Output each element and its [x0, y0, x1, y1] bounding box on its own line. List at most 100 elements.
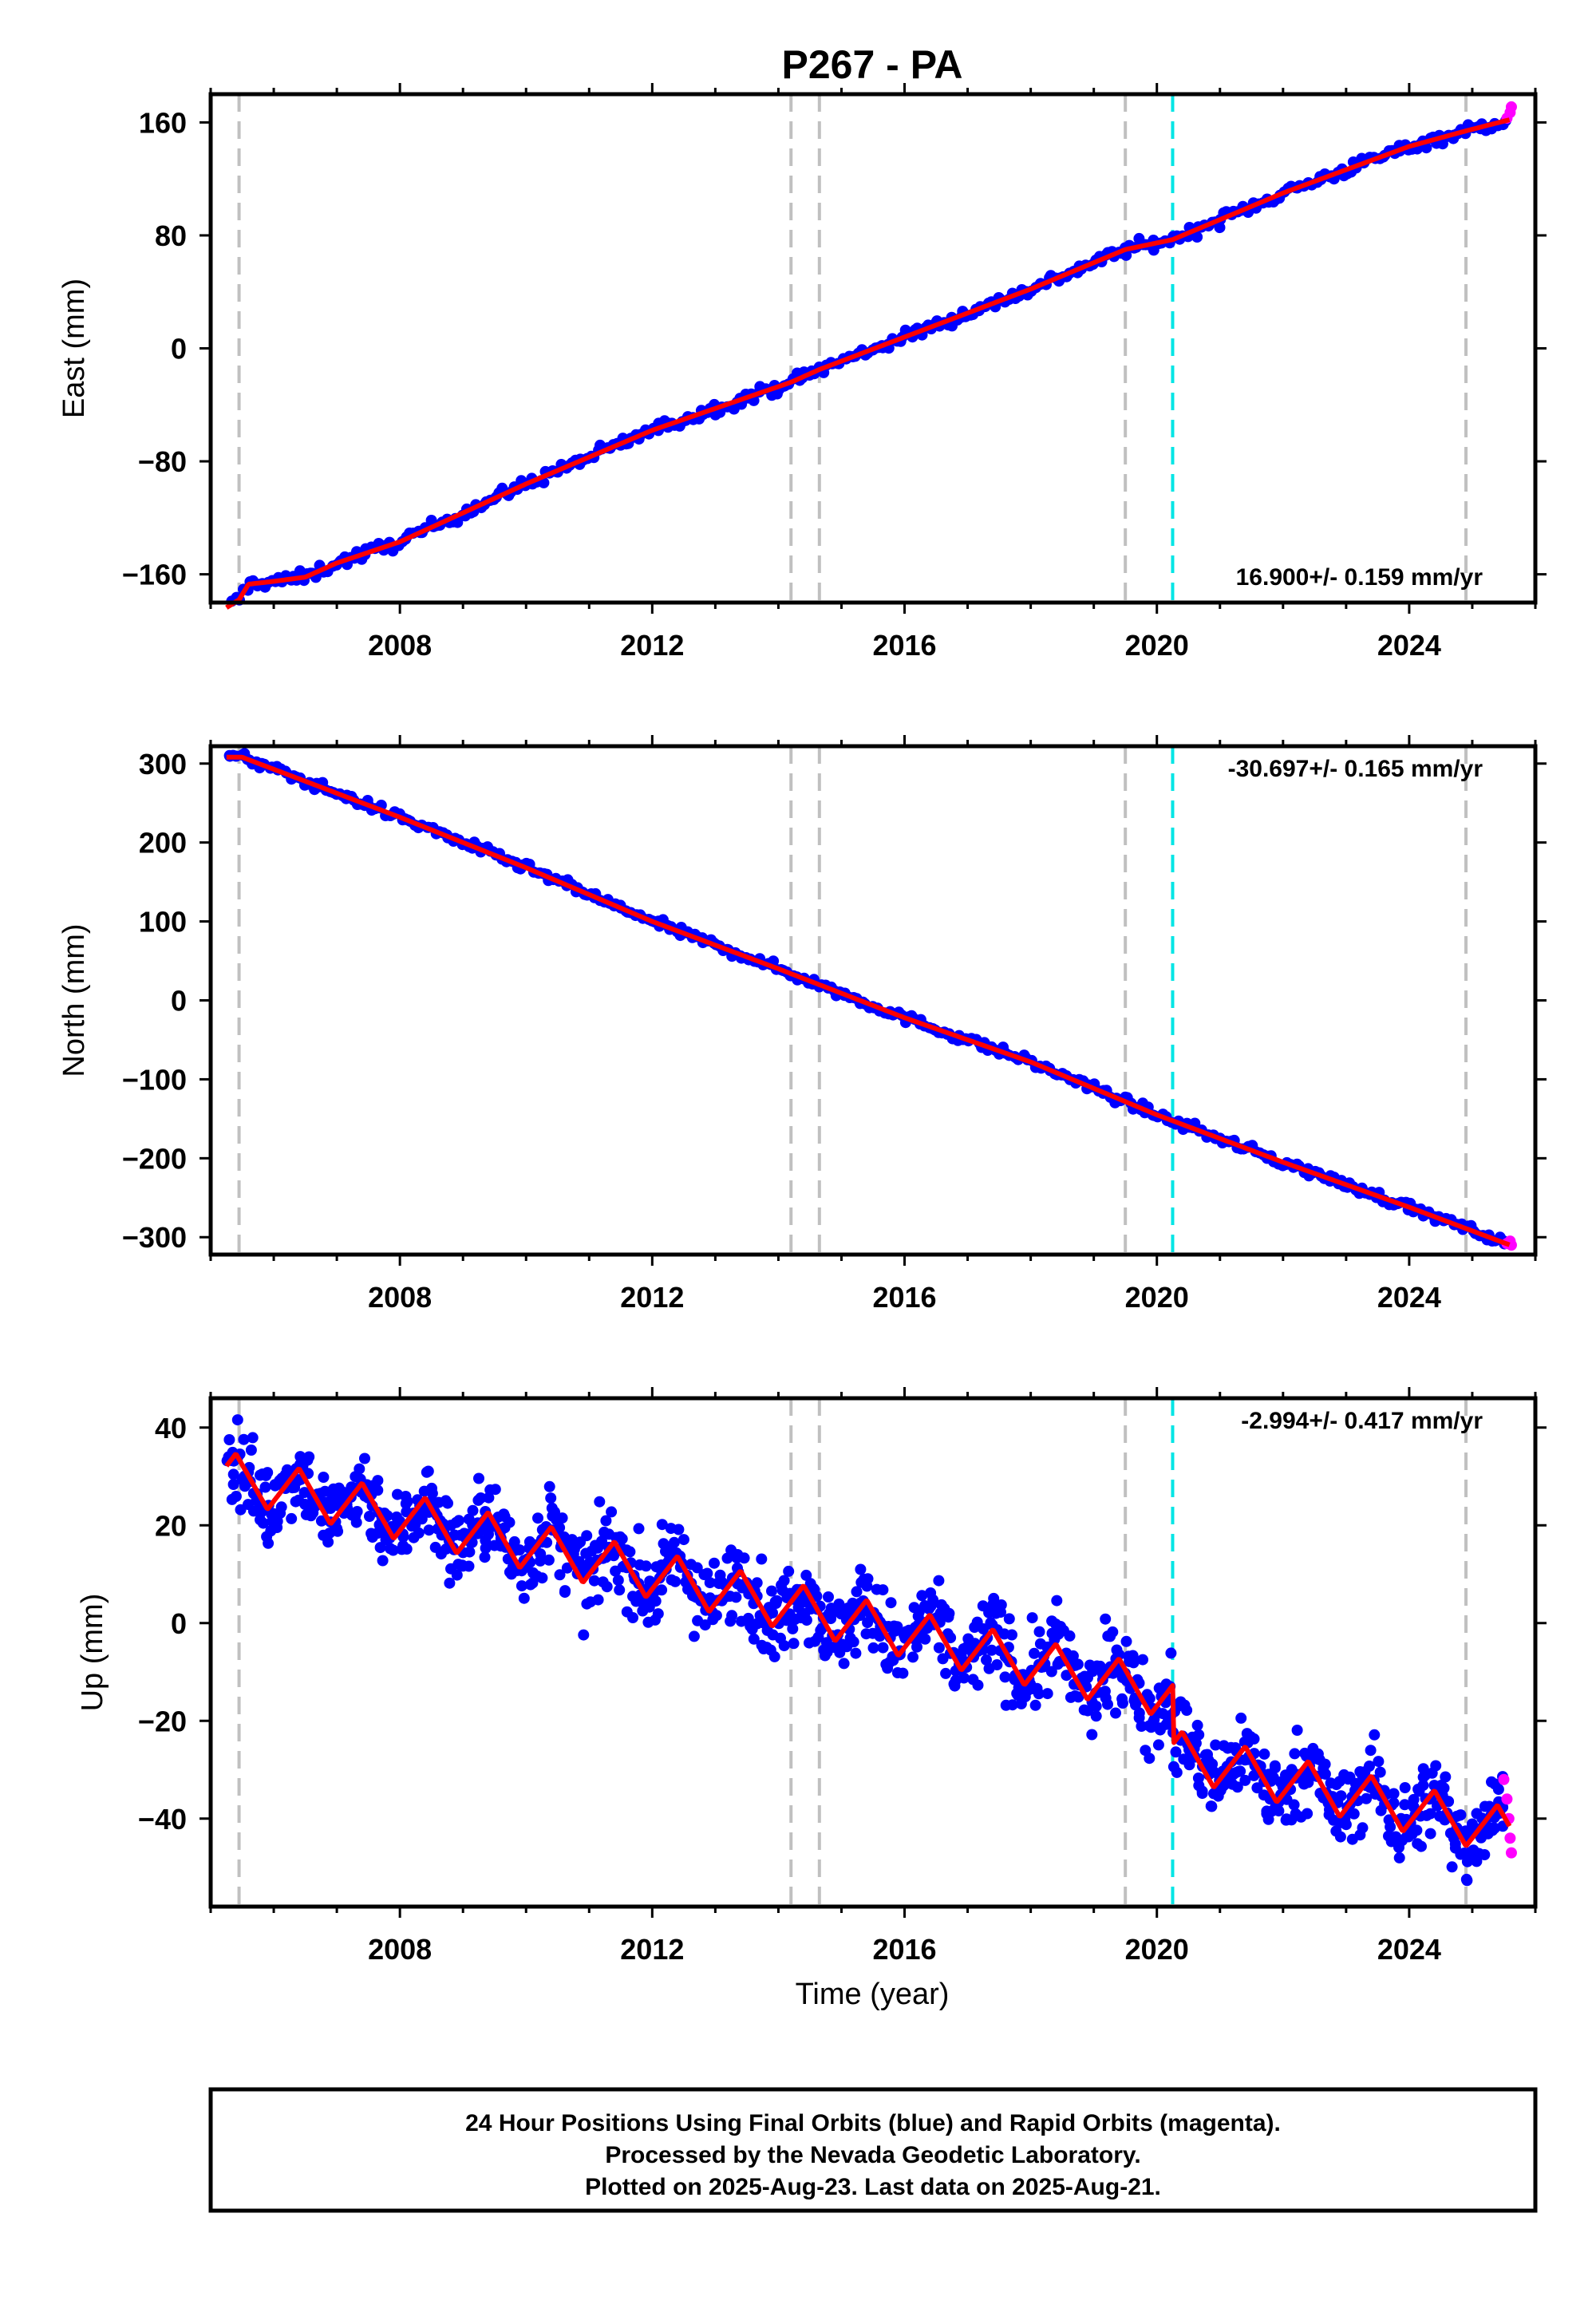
data-point — [1217, 1780, 1229, 1792]
y-tick-label: −100 — [122, 1063, 187, 1096]
data-point — [1113, 1649, 1125, 1661]
data-point — [787, 1622, 799, 1634]
data-point — [1099, 1686, 1111, 1697]
data-point — [999, 1671, 1011, 1683]
data-point — [350, 1516, 362, 1528]
data-point — [578, 1629, 590, 1641]
data-point — [1196, 1785, 1208, 1797]
data-point — [483, 1528, 494, 1540]
data-point — [1399, 1799, 1411, 1811]
x-tick-label: 2024 — [1377, 629, 1441, 662]
data-point — [1373, 1756, 1385, 1768]
data-point — [1072, 1658, 1084, 1670]
data-point — [536, 1572, 548, 1584]
y-tick-label: 300 — [139, 748, 187, 781]
data-point — [1365, 1745, 1377, 1757]
y-tick-label: −20 — [138, 1705, 187, 1737]
data-point — [1019, 1691, 1031, 1703]
data-point — [1424, 1808, 1436, 1820]
data-point — [751, 1577, 763, 1589]
data-point — [656, 1519, 668, 1531]
x-tick-label: 2012 — [620, 1281, 684, 1314]
y-tick-label: −160 — [122, 559, 187, 591]
data-point — [354, 1463, 365, 1475]
data-point — [766, 1585, 777, 1597]
data-point — [1416, 1840, 1427, 1852]
y-axis-label-north: North (mm) — [57, 923, 91, 1077]
data-point — [710, 1610, 722, 1622]
data-point — [231, 1414, 243, 1426]
data-point — [1086, 1729, 1098, 1741]
x-tick-label: 2024 — [1377, 1933, 1441, 1966]
data-point — [1100, 1613, 1112, 1625]
data-point — [322, 1536, 334, 1548]
x-tick-label: 2008 — [368, 1933, 432, 1966]
x-tick-label: 2008 — [368, 629, 432, 662]
data-point — [1026, 1612, 1038, 1624]
data-point — [596, 1535, 607, 1547]
data-point — [1448, 1832, 1460, 1844]
data-point — [601, 1581, 613, 1593]
data-point — [726, 1610, 738, 1622]
data-point — [877, 1642, 889, 1654]
data-point — [1210, 1739, 1222, 1751]
data-point — [943, 1607, 955, 1619]
data-point — [401, 1543, 413, 1555]
rapid-point — [1505, 101, 1517, 113]
footer-box: 24 Hour Positions Using Final Orbits (bl… — [208, 2087, 1538, 2213]
data-point — [1440, 1771, 1452, 1783]
data-point — [768, 1650, 780, 1662]
x-tick-label: 2016 — [872, 629, 936, 662]
data-point — [463, 1560, 475, 1572]
data-point — [911, 1641, 922, 1653]
data-point — [851, 1586, 863, 1598]
data-point — [862, 1573, 874, 1585]
data-point — [606, 1506, 618, 1518]
data-point — [518, 1592, 530, 1604]
data-point — [1193, 1729, 1205, 1741]
data-point — [1411, 1824, 1423, 1836]
data-point — [1090, 1701, 1102, 1712]
footer-line-3: Plotted on 2025-Aug-23. Last data on 202… — [585, 2174, 1161, 2200]
data-point — [545, 1492, 557, 1504]
data-point — [1191, 231, 1203, 243]
data-point — [230, 1491, 242, 1502]
data-point — [978, 1623, 990, 1634]
x-tick-label: 2016 — [872, 1281, 936, 1314]
data-point — [644, 1575, 656, 1587]
data-point — [874, 1630, 886, 1642]
data-point — [504, 1516, 516, 1528]
data-point — [351, 1506, 363, 1517]
data-point — [227, 1468, 239, 1480]
data-point — [514, 1544, 526, 1556]
data-point — [554, 1569, 566, 1581]
data-point — [588, 1575, 600, 1587]
data-point — [981, 1654, 992, 1666]
data-point — [255, 1506, 267, 1518]
data-point — [933, 1642, 945, 1654]
data-point — [670, 1575, 681, 1587]
data-point — [1454, 1809, 1466, 1821]
data-point — [1064, 1630, 1076, 1642]
data-point — [1417, 1780, 1429, 1792]
data-point — [535, 1548, 547, 1560]
data-point — [769, 1596, 781, 1608]
data-point — [315, 1515, 327, 1527]
data-point — [1120, 1635, 1132, 1647]
data-point — [995, 1607, 1006, 1618]
rapid-point — [1504, 1832, 1516, 1844]
data-point — [1479, 1849, 1491, 1860]
data-point — [800, 1569, 812, 1581]
data-point — [223, 1434, 235, 1445]
data-point — [387, 1544, 399, 1556]
data-point — [612, 1575, 624, 1587]
data-point — [627, 1612, 638, 1623]
x-tick-label: 2008 — [368, 1281, 432, 1314]
data-point — [238, 1433, 250, 1445]
rapid-point — [1505, 1847, 1517, 1859]
data-point — [303, 1451, 315, 1463]
data-point — [1231, 1781, 1243, 1793]
data-point — [897, 1667, 909, 1679]
data-point — [401, 1496, 413, 1508]
